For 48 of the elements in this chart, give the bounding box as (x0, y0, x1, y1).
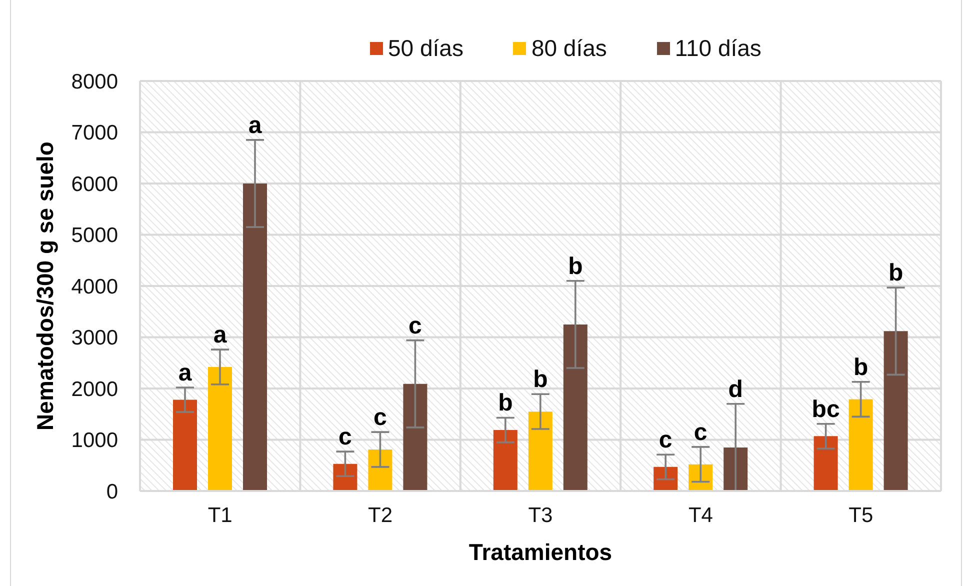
data-label: c (408, 312, 422, 340)
y-tick-label: 3000 (71, 326, 118, 350)
bar (848, 399, 873, 491)
bar (814, 436, 838, 491)
data-label: c (694, 418, 708, 446)
bar (654, 466, 678, 491)
x-axis-title: Tratamientos (468, 539, 612, 565)
data-label: b (853, 354, 868, 381)
bar (563, 324, 588, 491)
bar (368, 449, 392, 491)
data-label: bc (812, 396, 840, 423)
y-tick-label: 8000 (71, 70, 118, 94)
legend-label: 50 días (388, 35, 464, 61)
y-tick-label: 7000 (71, 122, 118, 145)
x-tick-label: T4 (688, 504, 714, 527)
data-label: a (248, 112, 262, 139)
bar (243, 184, 267, 491)
bar (688, 464, 713, 491)
y-tick-label: 0 (106, 480, 118, 504)
y-tick-label: 5000 (71, 224, 118, 248)
x-tick-label: T5 (848, 504, 874, 527)
bar (493, 430, 518, 491)
bar (333, 464, 358, 491)
bar (208, 366, 232, 491)
legend-label: 80 días (531, 35, 607, 61)
bar (528, 412, 552, 491)
y-tick-label: 1000 (71, 429, 118, 452)
data-label: b (533, 366, 548, 394)
x-tick-label: T3 (528, 504, 553, 527)
legend-label: 110 días (674, 35, 762, 61)
bar (173, 400, 197, 491)
bar (884, 331, 908, 491)
data-label: d (728, 376, 743, 403)
y-tick-label: 4000 (71, 275, 118, 298)
data-label: c (658, 426, 672, 454)
x-tick-label: T1 (208, 504, 232, 527)
bar (403, 384, 428, 491)
data-label: b (498, 390, 513, 417)
data-label: c (374, 404, 387, 432)
y-axis-title: Nematodos/300 g se suelo (32, 142, 58, 430)
data-label: a (178, 359, 192, 386)
data-label: b (568, 252, 583, 280)
y-tick-label: 6000 (71, 172, 118, 196)
x-tick-label: T2 (368, 504, 393, 527)
data-label: a (213, 322, 228, 349)
y-tick-label: 2000 (71, 378, 118, 401)
data-label: b (888, 260, 904, 287)
data-label: c (338, 424, 352, 451)
